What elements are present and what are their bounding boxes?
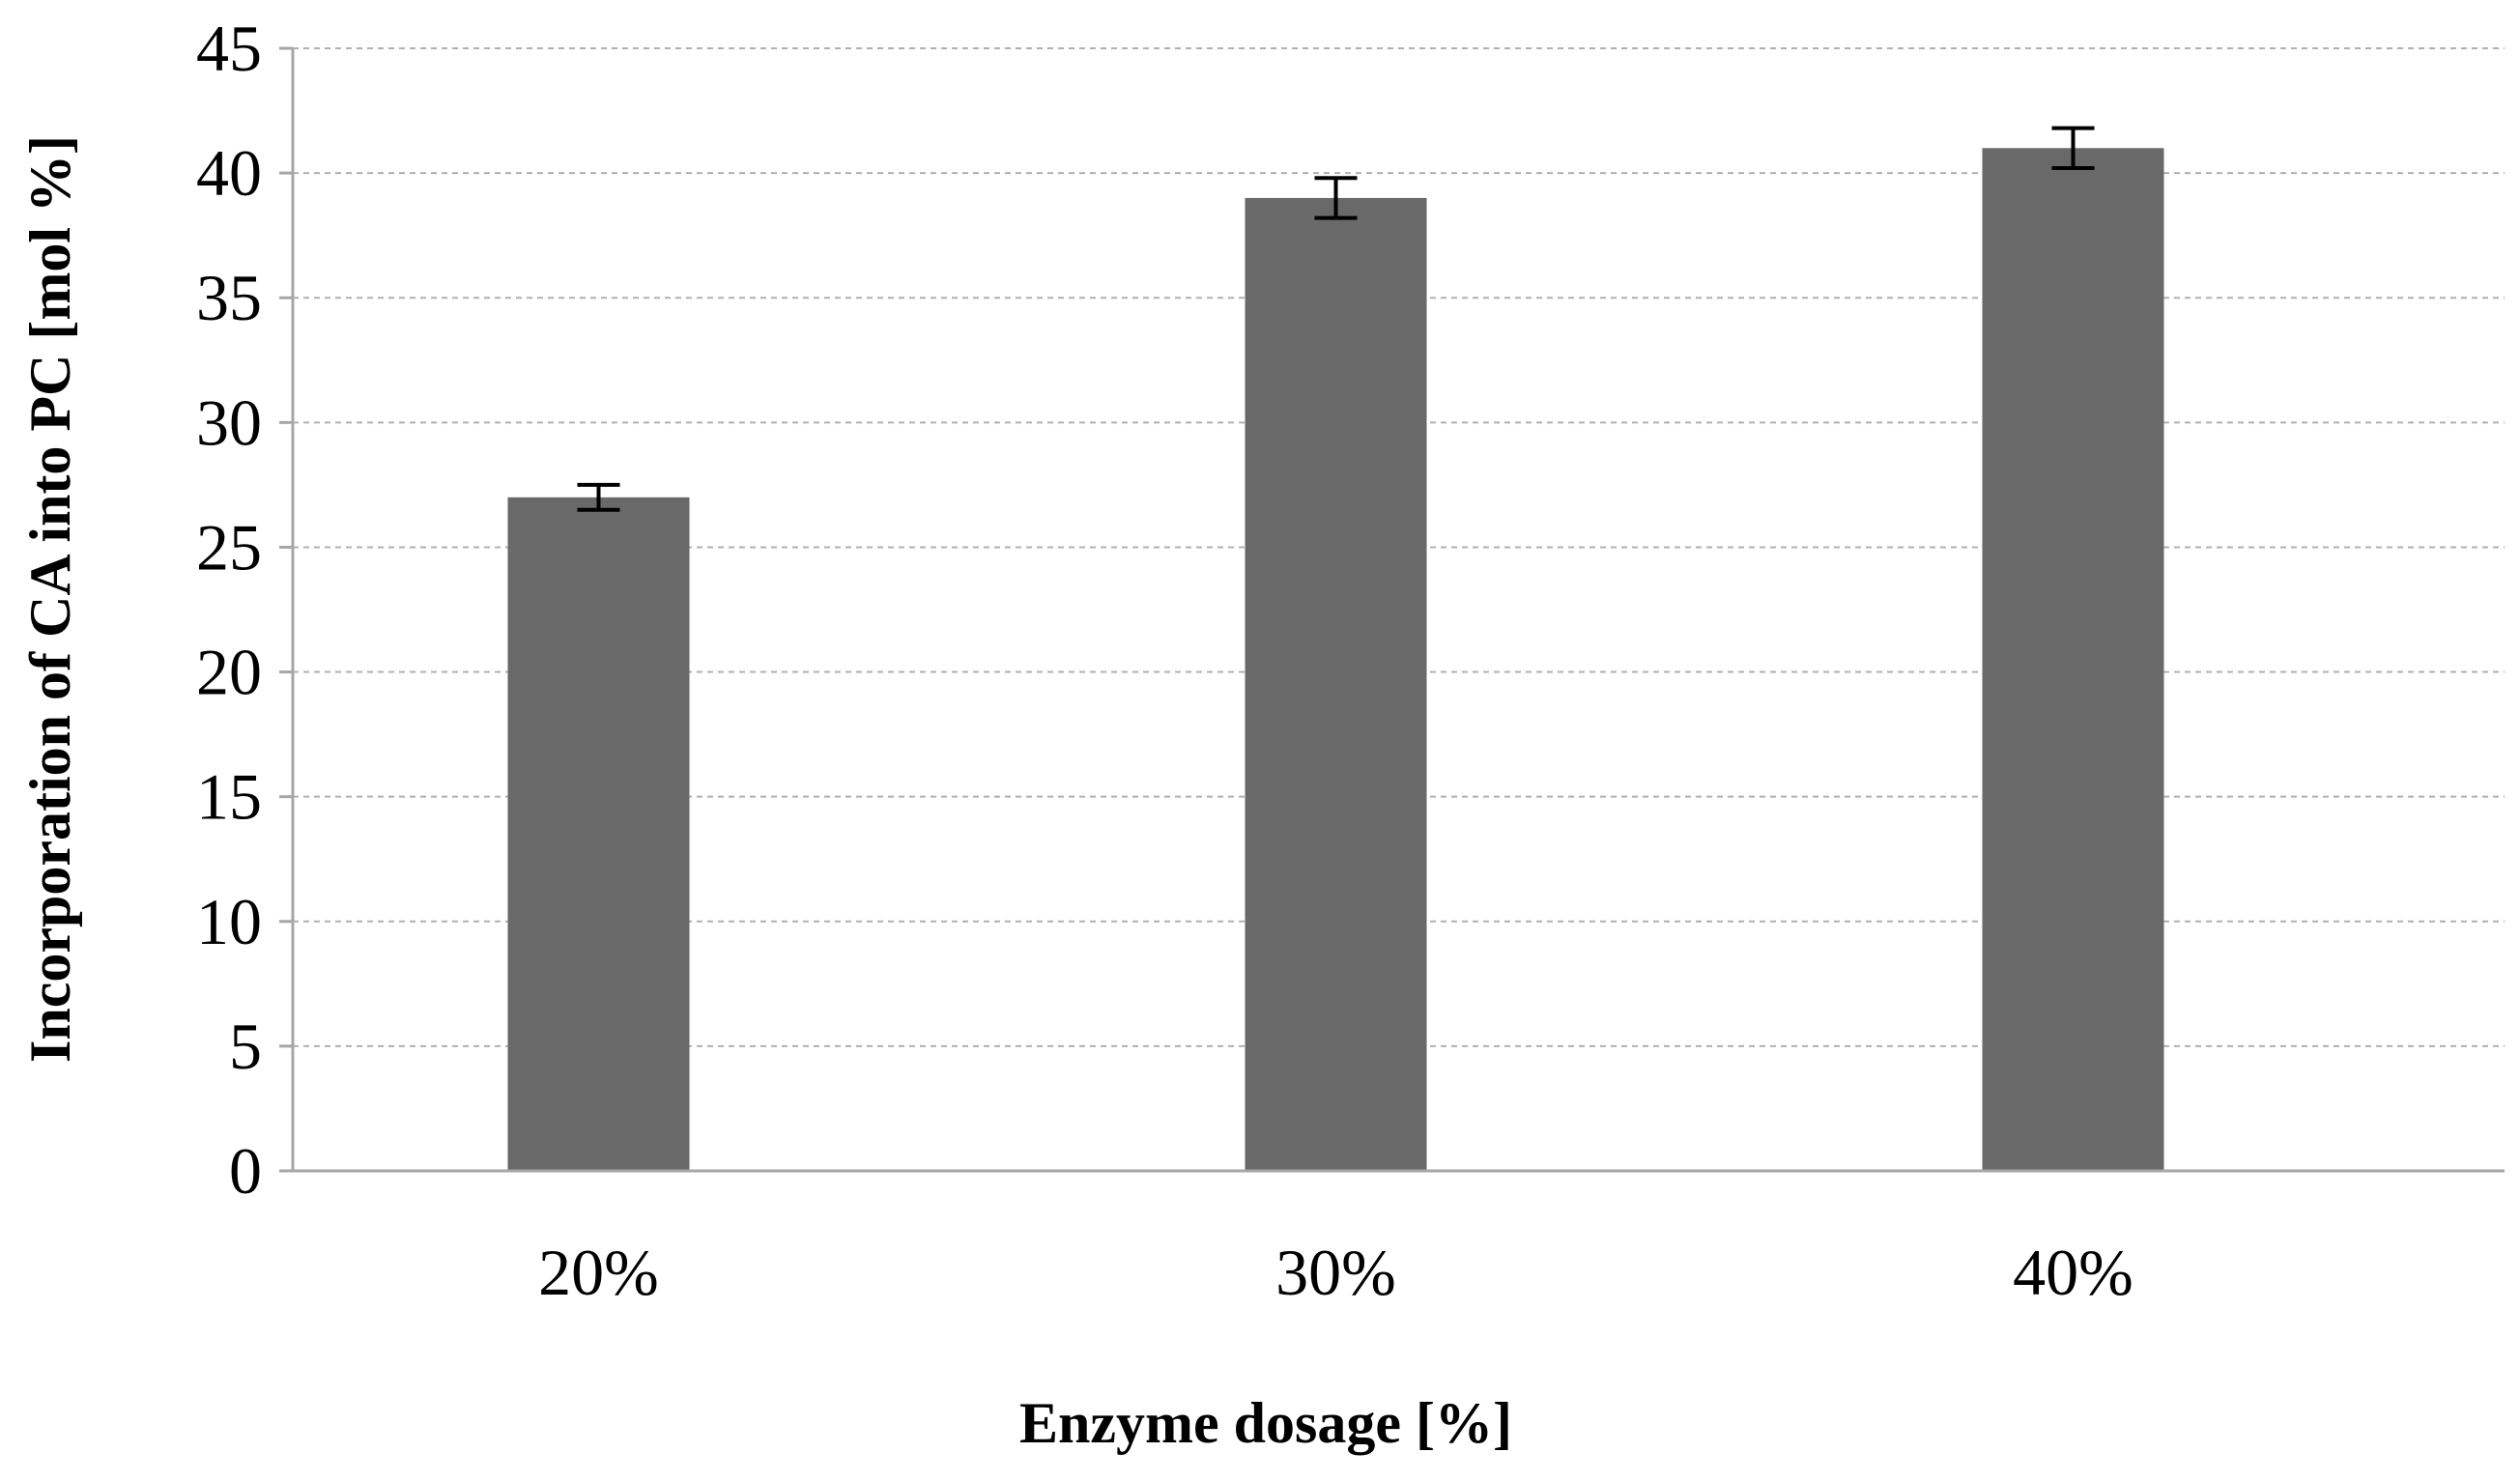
y-tick-label: 40 — [196, 136, 262, 210]
bar — [507, 497, 690, 1171]
y-tick-label: 45 — [196, 12, 262, 85]
x-tick-labels: 20% 30% 40% — [538, 1236, 2133, 1309]
y-tick-label: 0 — [229, 1134, 262, 1208]
bar — [1982, 148, 2164, 1171]
x-axis-title: Enzyme dosage [%] — [1019, 1391, 1512, 1455]
x-tick-label: 40% — [2013, 1236, 2133, 1309]
x-tick-label: 30% — [1275, 1236, 1396, 1309]
y-tick-label: 5 — [229, 1010, 262, 1083]
y-tick-label: 15 — [196, 760, 262, 834]
y-axis-title: Incorporation of CA into PC [mol %] — [18, 135, 82, 1063]
error-bars — [577, 126, 2095, 512]
y-tick-labels: 0 5 10 15 20 25 30 35 40 45 — [196, 12, 262, 1208]
bars — [507, 148, 2164, 1171]
x-tick-label: 20% — [538, 1236, 659, 1309]
y-tick-label: 25 — [196, 510, 262, 584]
y-tick-label: 35 — [196, 261, 262, 334]
y-tick-label: 30 — [196, 385, 262, 459]
axes — [279, 46, 2505, 1173]
y-tick-label: 20 — [196, 636, 262, 709]
y-tick-label: 10 — [196, 885, 262, 958]
bar — [1245, 197, 1427, 1171]
